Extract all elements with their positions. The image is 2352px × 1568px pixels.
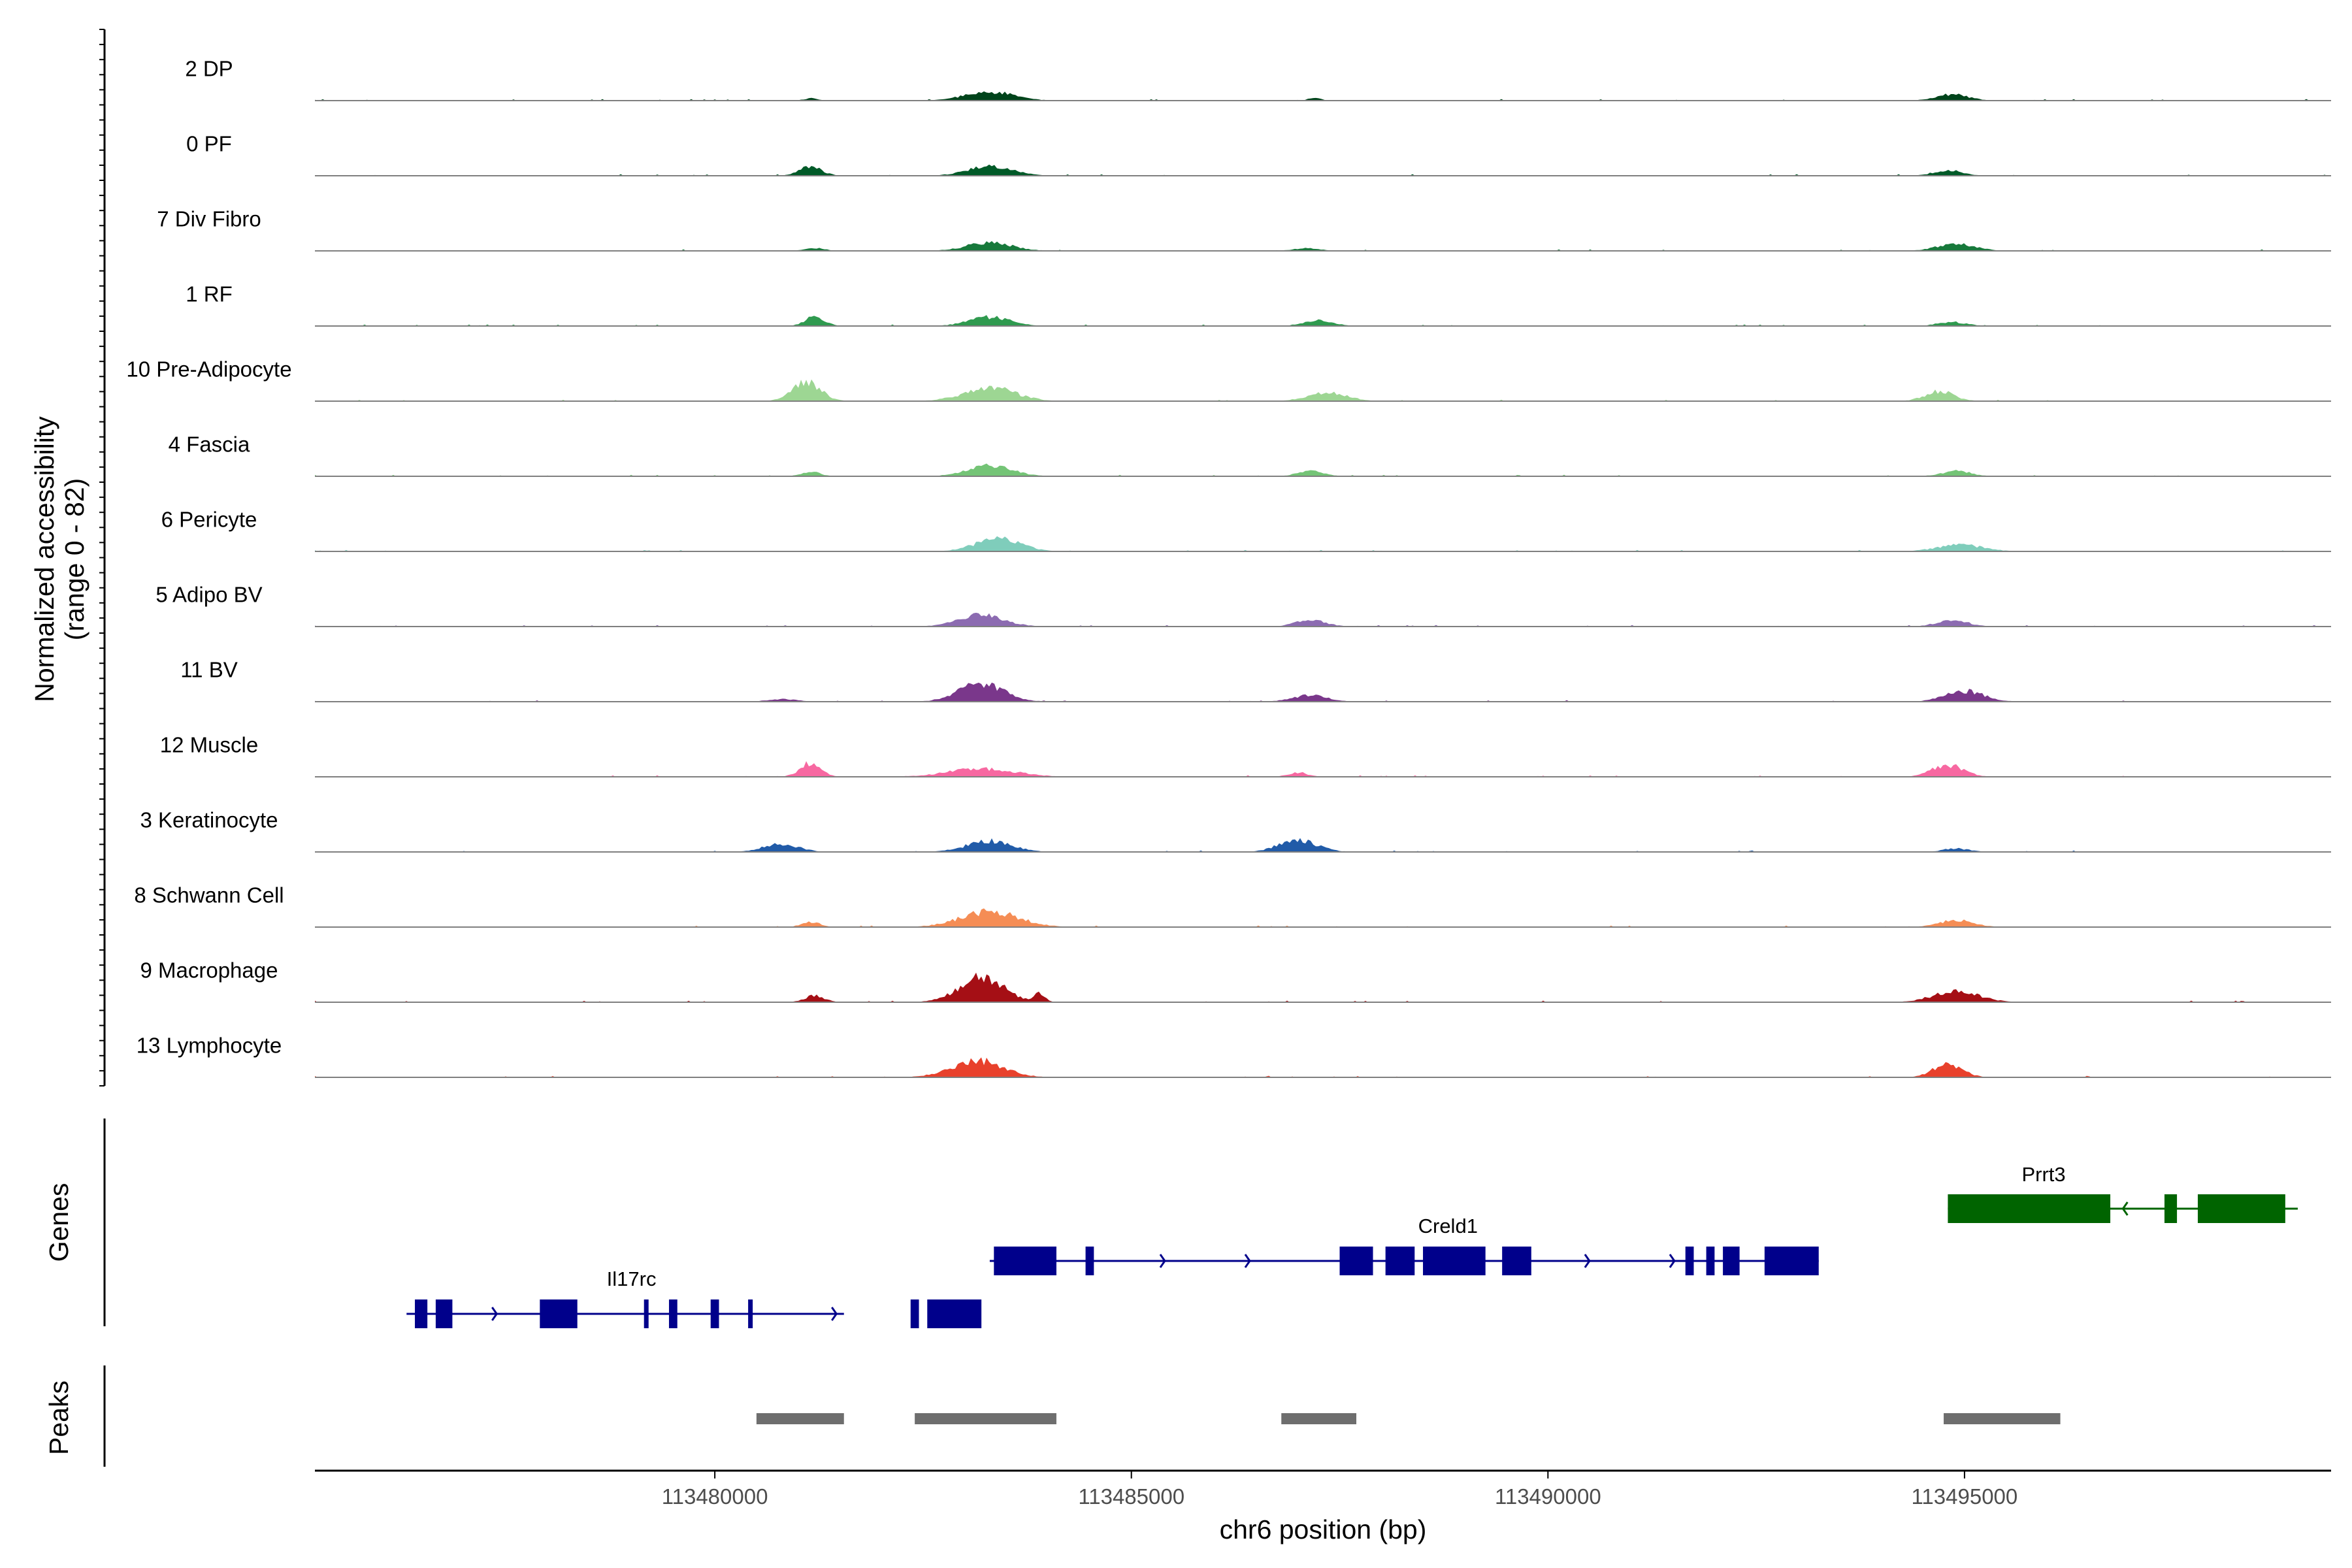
peak-region-4 [1944, 1413, 2061, 1424]
track-label: 12 Muscle [160, 733, 258, 757]
exon-1 [1948, 1194, 2111, 1223]
gene-annotation-panel: Genes Il17rc Creld1 Prrt3 [44, 1119, 2298, 1328]
x-axis: 113480000 113485000 113490000 113495000 chr6… [315, 1469, 2331, 1544]
exon-1 [994, 1247, 1056, 1275]
exon-3 [2197, 1194, 2285, 1223]
track-label: 0 PF [186, 132, 232, 156]
peaks-panel: Peaks [44, 1365, 2061, 1467]
gene-prrt3: Prrt3 [1948, 1163, 2298, 1223]
x-tick-label: 113485000 [1078, 1484, 1184, 1509]
exon-9 [1723, 1247, 1740, 1275]
gene-label: Creld1 [1418, 1215, 1478, 1237]
coverage-area [315, 612, 2331, 627]
coverage-y-axis: Normalized accessibility(range 0 - 82) [29, 29, 106, 1086]
exon-8 [910, 1299, 919, 1328]
exon-6 [1502, 1247, 1531, 1275]
y-axis-title-line: Normalized accessibility [29, 416, 59, 702]
x-axis-title: chr6 position (bp) [1220, 1514, 1427, 1544]
strand-arrow [831, 1307, 838, 1321]
peak-region-2 [915, 1413, 1056, 1424]
track-2-dp: 2 DP [185, 57, 2331, 101]
coverage-area [315, 838, 2331, 852]
track-label: 1 RF [186, 282, 233, 306]
exon-5 [668, 1299, 678, 1328]
exon-2 [1085, 1247, 1094, 1275]
y-axis-title: Normalized accessibility(range 0 - 82) [29, 416, 90, 702]
track-label: 6 Pericyte [161, 508, 257, 532]
coverage-area [315, 241, 2331, 251]
coverage-area [315, 682, 2331, 702]
track-9-macrophage: 9 Macrophage [140, 958, 2331, 1003]
gene-label: Il17rc [607, 1267, 657, 1290]
exon-3 [1339, 1247, 1373, 1275]
exon-9 [927, 1299, 982, 1328]
track-13-lymphocyte: 13 Lymphocyte [137, 1034, 2331, 1078]
track-3-keratinocyte: 3 Keratinocyte [140, 808, 2331, 853]
strand-arrow [1584, 1254, 1591, 1268]
genes-panel-label: Genes [44, 1183, 74, 1262]
coverage-area [315, 463, 2331, 476]
peak-region-1 [756, 1413, 844, 1424]
exon-8 [1706, 1247, 1715, 1275]
coverage-area [315, 164, 2331, 176]
exon-7 [748, 1299, 753, 1328]
coverage-area [315, 315, 2331, 326]
strand-arrow [1669, 1254, 1676, 1268]
coverage-area [315, 536, 2331, 551]
coverage-area [315, 972, 2331, 1002]
track-8-schwann-cell: 8 Schwann Cell [134, 883, 2331, 928]
exon-2 [2164, 1194, 2178, 1223]
strand-arrow [1159, 1254, 1166, 1268]
strand-arrow [491, 1307, 498, 1321]
coverage-area [315, 91, 2331, 101]
track-4-fascia: 4 Fascia [169, 433, 2331, 477]
track-label: 3 Keratinocyte [140, 808, 278, 832]
track-label: 5 Adipo BV [155, 583, 262, 607]
track-label: 2 DP [185, 57, 233, 81]
track-label: 10 Pre-Adipocyte [126, 357, 291, 382]
coverage-tracks: 2 DP 0 PF 7 Div Fibro 1 RF 10 Pre-Adipocyte 4… [126, 57, 2331, 1078]
track-6-pericyte: 6 Pericyte [161, 508, 2331, 552]
exon-5 [1423, 1247, 1486, 1275]
coverage-area [315, 908, 2331, 927]
y-axis-title-line: (range 0 - 82) [59, 478, 90, 640]
exon-2 [435, 1299, 453, 1328]
track-5-adipo-bv: 5 Adipo BV [155, 583, 2331, 627]
strand-arrow [2121, 1201, 2129, 1216]
coverage-area [315, 1057, 2331, 1077]
exon-1 [415, 1299, 428, 1328]
coverage-area [315, 379, 2331, 401]
gene-label: Prrt3 [2021, 1163, 2065, 1186]
x-tick-label: 113495000 [1912, 1484, 2018, 1509]
exon-4 [1385, 1247, 1415, 1275]
strand-arrow [1244, 1254, 1251, 1268]
track-label: 9 Macrophage [140, 958, 278, 983]
coverage-area [315, 761, 2331, 777]
track-10-pre-adipocyte: 10 Pre-Adipocyte [126, 357, 2331, 402]
track-label: 4 Fascia [169, 433, 250, 457]
track-label: 13 Lymphocyte [137, 1034, 282, 1058]
exon-4 [644, 1299, 649, 1328]
gene-il17rc: Il17rc [406, 1267, 982, 1328]
track-label: 7 Div Fibro [157, 207, 261, 231]
exon-3 [540, 1299, 578, 1328]
track-7-div-fibro: 7 Div Fibro [157, 207, 2331, 252]
x-tick-label: 113480000 [662, 1484, 768, 1509]
x-tick-label: 113490000 [1495, 1484, 1601, 1509]
track-0-pf: 0 PF [186, 132, 2331, 176]
exon-10 [1764, 1247, 1819, 1275]
peaks-panel-label: Peaks [44, 1380, 74, 1455]
track-label: 8 Schwann Cell [134, 883, 284, 907]
track-1-rf: 1 RF [186, 282, 2331, 327]
track-12-muscle: 12 Muscle [160, 733, 2331, 777]
peak-region-3 [1281, 1413, 1357, 1424]
exon-6 [710, 1299, 719, 1328]
exon-7 [1685, 1247, 1694, 1275]
gene-creld1: Creld1 [989, 1215, 1819, 1275]
track-11-bv: 11 BV [180, 658, 2331, 702]
track-label: 11 BV [180, 658, 237, 682]
